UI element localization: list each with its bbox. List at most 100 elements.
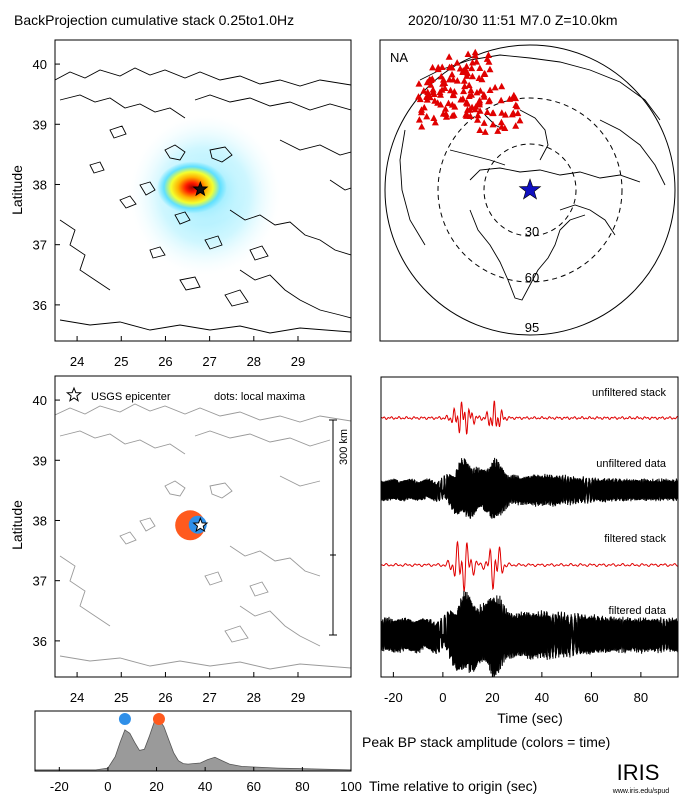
station-marker bbox=[429, 63, 437, 71]
map1-ytick-label: 36 bbox=[33, 298, 47, 313]
station-marker bbox=[448, 64, 456, 71]
station-marker bbox=[439, 76, 447, 83]
amplitude-xtick-label: 60 bbox=[247, 779, 261, 794]
legend-epicenter: USGS epicenter bbox=[65, 386, 171, 403]
coastline-gray bbox=[55, 403, 351, 670]
epicenter-star-map3 bbox=[192, 516, 209, 533]
station-marker bbox=[462, 111, 470, 118]
chart-title-right: 2020/10/30 11:51 M7.0 Z=10.0km bbox=[408, 12, 618, 28]
amplitude-xtick-label: 20 bbox=[149, 779, 163, 794]
station-marker bbox=[468, 64, 476, 72]
map1-x-axis: 24 25 26 27 28 29 bbox=[70, 336, 305, 369]
amplitude-xtick-label: 100 bbox=[340, 779, 362, 794]
world-coastlines bbox=[399, 54, 666, 301]
map1-xtick-label: 28 bbox=[247, 354, 261, 369]
station-marker bbox=[460, 87, 468, 95]
station-marker bbox=[426, 75, 434, 83]
station-marker bbox=[426, 93, 434, 101]
station-marker bbox=[429, 88, 437, 95]
station-marker bbox=[467, 86, 475, 94]
iris-logo-text: IRIS bbox=[617, 760, 660, 785]
map3-x-axis: 24 25 26 27 28 29 bbox=[70, 672, 305, 705]
station-marker bbox=[441, 105, 449, 112]
station-marker bbox=[450, 111, 458, 118]
epicenter-star-map1 bbox=[192, 180, 209, 197]
map3-xtick-label: 24 bbox=[70, 690, 84, 705]
map3-xtick-label: 26 bbox=[158, 690, 172, 705]
map3-ytick-label: 39 bbox=[33, 453, 47, 468]
chart-title-left: BackProjection cumulative stack 0.25to1.… bbox=[14, 12, 294, 28]
amplitude-area bbox=[34, 719, 352, 772]
map1-ytick-label: 38 bbox=[33, 177, 47, 192]
waveform-traces bbox=[381, 400, 678, 677]
station-marker bbox=[516, 116, 524, 124]
station-marker bbox=[457, 95, 465, 103]
map1-xtick-label: 27 bbox=[202, 354, 216, 369]
station-marker bbox=[420, 103, 428, 111]
epicenter-star bbox=[192, 180, 209, 197]
distance-ring-outer bbox=[384, 44, 676, 336]
map3-ylabel: Latitude bbox=[9, 500, 25, 550]
epicenter-star bbox=[518, 178, 542, 200]
map3-ytick-label: 37 bbox=[33, 574, 47, 589]
amplitude-peak-markers bbox=[118, 713, 165, 725]
waveform-x-axis: -20 0 20 40 60 80 bbox=[384, 672, 648, 705]
station-marker bbox=[473, 58, 481, 65]
map3-xtick-label: 27 bbox=[202, 690, 216, 705]
waveform-xlabel: Time (sec) bbox=[497, 710, 563, 726]
station-marker bbox=[424, 88, 432, 95]
distance-ring-60 bbox=[437, 97, 623, 283]
station-marker bbox=[430, 114, 438, 122]
station-marker bbox=[442, 113, 450, 120]
station-marker bbox=[501, 111, 509, 118]
station-marker bbox=[498, 109, 506, 116]
epicenter-star bbox=[192, 516, 209, 533]
station-marker bbox=[480, 93, 488, 100]
map3-xtick-label: 25 bbox=[114, 690, 128, 705]
station-map-panel: 30 60 95 NA bbox=[379, 39, 679, 342]
map1-xtick-label: 25 bbox=[114, 354, 128, 369]
station-marker bbox=[445, 53, 453, 60]
map1-ytick-label: 40 bbox=[33, 57, 47, 72]
station-marker bbox=[415, 80, 423, 87]
station-marker bbox=[475, 74, 483, 81]
station-marker bbox=[437, 100, 445, 108]
trace-label-unfiltered-data: unfiltered data bbox=[596, 458, 667, 470]
station-marker bbox=[486, 86, 494, 93]
station-marker bbox=[437, 91, 445, 98]
station-marker bbox=[468, 72, 476, 80]
station-marker bbox=[459, 68, 467, 76]
array-label: NA bbox=[390, 50, 408, 65]
station-marker bbox=[453, 59, 461, 66]
station-marker bbox=[497, 118, 505, 126]
station-marker bbox=[420, 87, 428, 94]
amplitude-xlabel: Time relative to origin (sec) bbox=[369, 778, 537, 794]
map3-ytick-label: 40 bbox=[33, 393, 47, 408]
station-marker bbox=[447, 86, 455, 94]
waveform-xtick-label: 60 bbox=[584, 690, 598, 705]
station-marker bbox=[475, 100, 483, 108]
legend-dots-label: dots: local maxima bbox=[214, 391, 306, 403]
station-marker bbox=[464, 50, 472, 58]
station-marker bbox=[476, 96, 484, 104]
station-marker bbox=[469, 58, 477, 66]
map1-xtick-label: 24 bbox=[70, 354, 84, 369]
station-marker bbox=[476, 64, 484, 72]
station-marker bbox=[485, 58, 493, 65]
station-marker bbox=[449, 75, 457, 83]
epicenter-star-globe bbox=[518, 178, 542, 200]
station-marker bbox=[480, 70, 488, 77]
amplitude-xtick-label: 40 bbox=[198, 779, 212, 794]
ring-label-95: 95 bbox=[525, 320, 539, 335]
ring-label-60: 60 bbox=[525, 270, 539, 285]
station-marker bbox=[489, 120, 497, 128]
map1-ylabel: Latitude bbox=[9, 165, 25, 215]
station-marker bbox=[509, 109, 517, 116]
station-marker bbox=[484, 51, 492, 58]
station-marker bbox=[473, 88, 481, 96]
station-marker bbox=[501, 124, 509, 132]
station-marker bbox=[439, 80, 447, 87]
station-marker bbox=[415, 93, 423, 100]
station-markers bbox=[415, 48, 524, 135]
map3-xtick-label: 29 bbox=[291, 690, 305, 705]
